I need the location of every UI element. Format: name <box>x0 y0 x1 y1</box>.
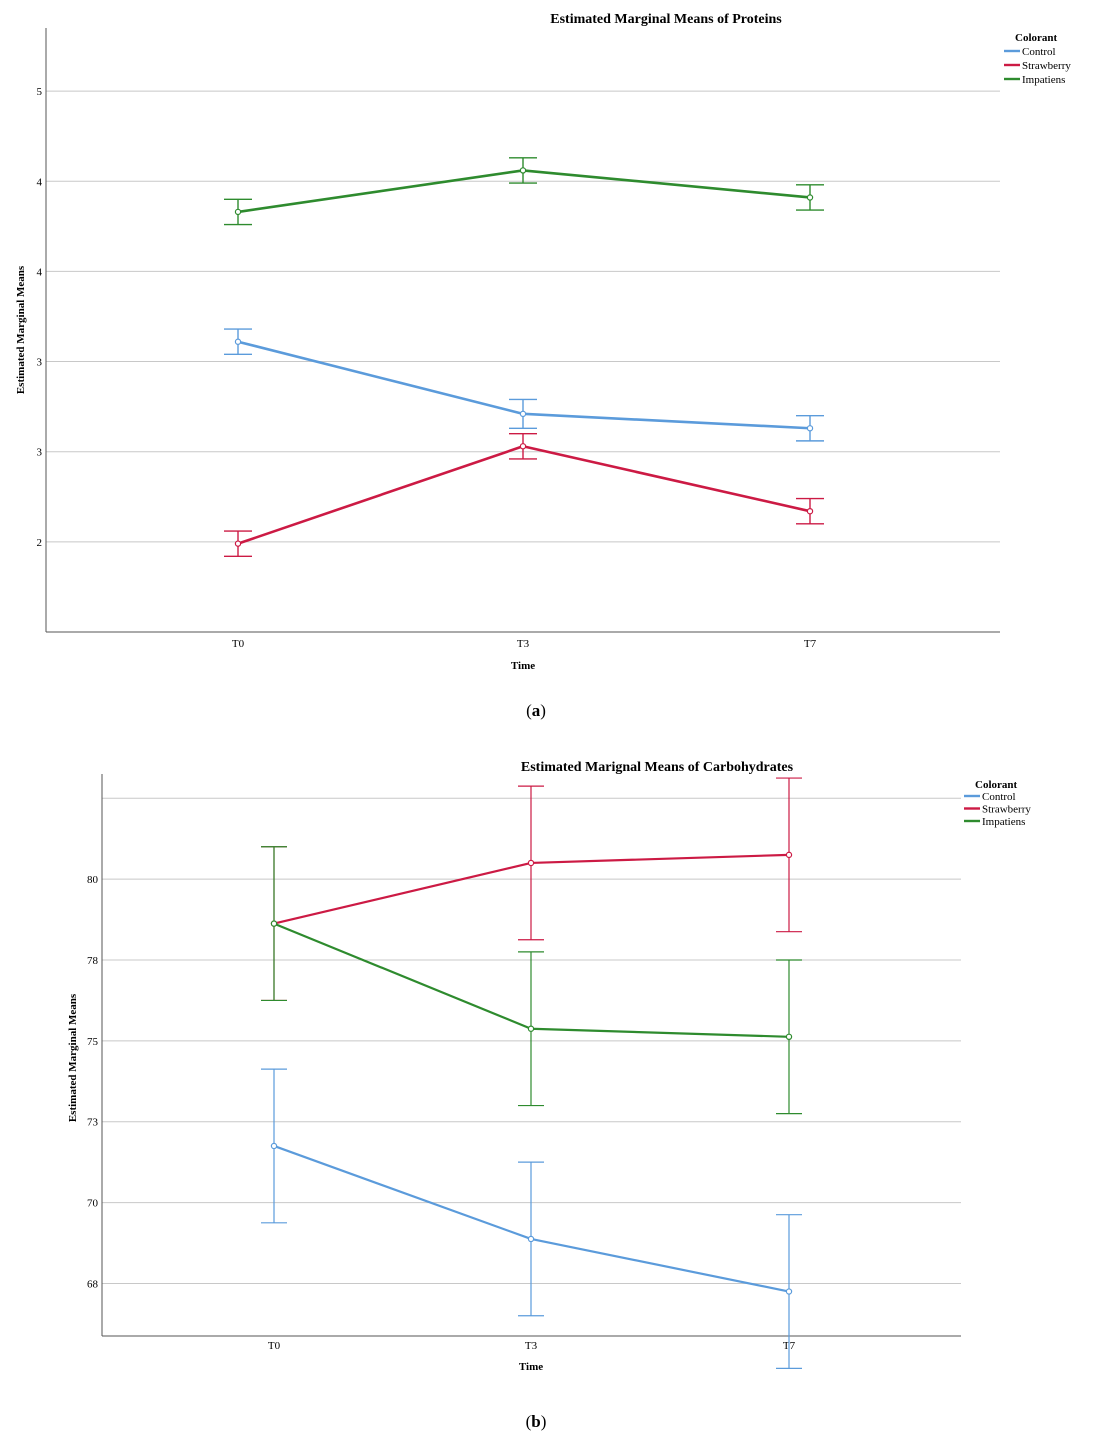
y-tick-label: 4 <box>37 176 43 188</box>
y-tick-label: 78 <box>87 955 99 967</box>
series-impatiens <box>224 157 824 226</box>
data-point <box>785 851 793 859</box>
legend-item-label: Strawberry <box>982 804 1031 816</box>
x-tick-label: T0 <box>232 638 245 650</box>
y-tick-label: 4 <box>37 266 43 278</box>
legend-item-label: Control <box>982 791 1016 803</box>
data-point <box>234 338 242 345</box>
data-point <box>234 208 242 216</box>
data-point <box>234 540 242 547</box>
data-point <box>519 443 527 450</box>
legend-item-label: Impatiens <box>1022 74 1065 86</box>
data-point <box>806 194 814 201</box>
legend-item-label: Strawberry <box>1022 60 1071 72</box>
y-tick-label: 75 <box>87 1036 99 1048</box>
y-tick-label: 3 <box>37 447 43 459</box>
y-tick-label: 80 <box>87 874 99 886</box>
legend-title: Colorant <box>1015 32 1058 44</box>
legend-item-label: Impatiens <box>982 816 1025 828</box>
y-tick-label: 5 <box>37 86 43 98</box>
legend-title: Colorant <box>975 779 1018 791</box>
x-tick-label: T7 <box>804 638 817 650</box>
panel-label: (a) <box>526 701 546 720</box>
y-tick-label: 68 <box>87 1278 99 1290</box>
chart-carbohydrates: Estimated Marignal Means of Carbohydrate… <box>67 760 1031 1431</box>
chart-title: Estimated Marignal Means of Carbohydrate… <box>521 760 794 775</box>
x-tick-label: T3 <box>517 638 530 650</box>
data-point <box>785 1288 793 1295</box>
data-point <box>270 920 278 927</box>
series-impatiens <box>261 846 802 1115</box>
data-point <box>519 167 527 174</box>
panel-label-letter: b <box>531 1412 540 1431</box>
data-point <box>785 1033 793 1041</box>
x-tick-label: T0 <box>268 1340 281 1352</box>
panel-label-letter: a <box>532 701 541 720</box>
data-point <box>519 410 527 418</box>
data-point <box>527 1235 535 1243</box>
x-axis-title: Time <box>511 660 535 672</box>
data-point <box>270 1142 278 1150</box>
y-tick-label: 3 <box>37 357 43 369</box>
series-control <box>261 1068 802 1369</box>
data-point <box>527 859 535 867</box>
x-axis-title: Time <box>519 1361 543 1373</box>
y-tick-label: 73 <box>87 1117 99 1129</box>
y-tick-label: 70 <box>87 1198 99 1210</box>
series-control <box>224 328 824 442</box>
chart-title: Estimated Marginal Means of Proteins <box>550 12 782 27</box>
series-strawberry <box>224 432 824 557</box>
series-line <box>237 444 811 545</box>
chart-proteins: Estimated Marginal Means of Proteins Tim… <box>15 12 1071 720</box>
panel-label: (b) <box>526 1412 547 1431</box>
y-axis-title: Estimated Marginal Means <box>67 993 79 1122</box>
data-point <box>806 508 814 515</box>
data-point <box>806 425 814 432</box>
series-line <box>237 169 811 214</box>
legend-item-label: Control <box>1022 46 1056 58</box>
x-tick-label: T3 <box>525 1340 538 1352</box>
y-axis-title: Estimated Marginal Means <box>15 265 27 394</box>
y-tick-label: 2 <box>37 537 43 549</box>
data-point <box>527 1025 535 1032</box>
